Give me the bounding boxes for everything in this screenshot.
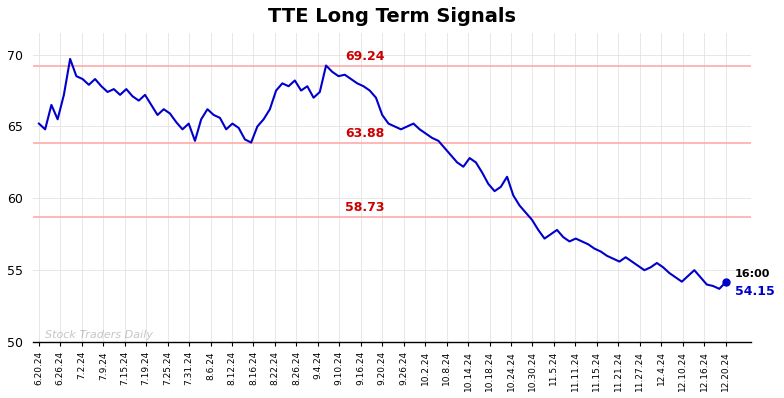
Text: Stock Traders Daily: Stock Traders Daily xyxy=(45,330,153,340)
Text: 58.73: 58.73 xyxy=(345,201,384,214)
Text: 54.15: 54.15 xyxy=(735,285,775,298)
Text: 63.88: 63.88 xyxy=(345,127,384,140)
Title: TTE Long Term Signals: TTE Long Term Signals xyxy=(267,7,516,26)
Text: 69.24: 69.24 xyxy=(345,50,384,63)
Text: 16:00: 16:00 xyxy=(735,269,771,279)
